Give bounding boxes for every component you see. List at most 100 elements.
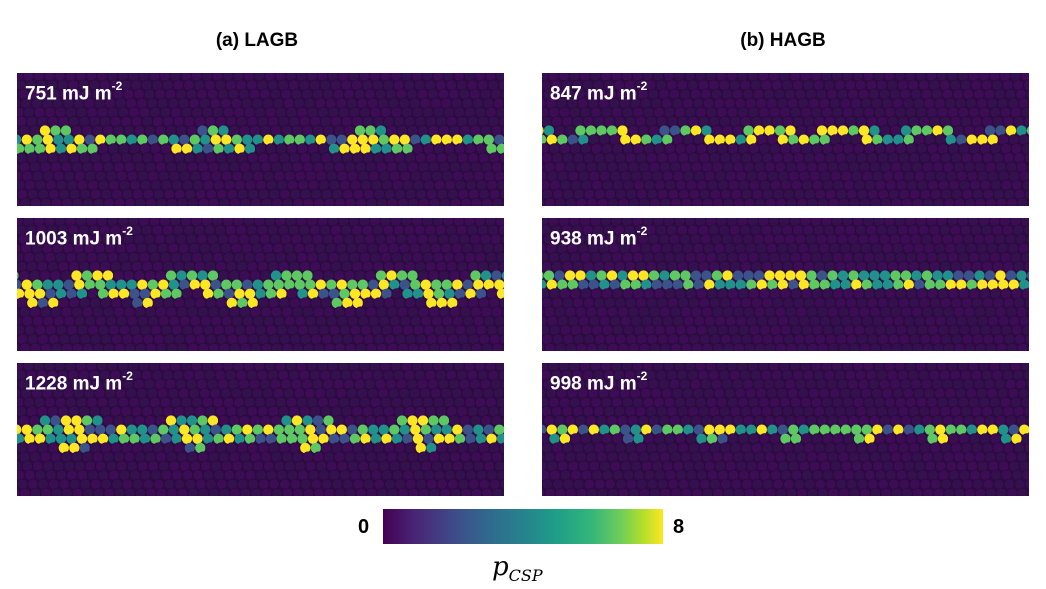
bulk-atom	[813, 260, 825, 272]
bulk-atom	[215, 405, 227, 417]
bulk-atom	[32, 170, 44, 182]
bulk-atom	[857, 88, 869, 100]
bulk-atom	[209, 387, 221, 399]
bulk-atom	[440, 242, 452, 254]
bulk-atom	[390, 106, 402, 118]
bulk-atom	[687, 79, 699, 91]
gb-atom	[454, 433, 466, 444]
bulk-atom	[57, 115, 69, 127]
bulk-atom	[452, 315, 464, 327]
gb-atom	[924, 424, 935, 435]
bulk-atom	[864, 179, 876, 191]
bulk-atom	[1023, 406, 1029, 417]
bulk-atom	[574, 415, 586, 427]
bulk-atom	[886, 79, 898, 91]
gb-atom	[76, 143, 88, 154]
bulk-atom	[42, 460, 54, 472]
gb-atom	[735, 279, 746, 290]
bulk-atom	[128, 251, 140, 263]
bulk-atom	[100, 152, 112, 164]
bulk-atom	[279, 333, 291, 345]
bulk-atom	[824, 297, 836, 309]
bulk-atom	[728, 324, 740, 336]
bulk-atom	[469, 378, 481, 390]
bulk-atom	[18, 415, 30, 427]
bulk-atom	[53, 170, 65, 182]
bulk-atom	[418, 487, 430, 496]
gb-atom	[932, 270, 943, 281]
bulk-atom	[415, 478, 427, 490]
bulk-atom	[197, 451, 209, 463]
gb-atom	[914, 279, 925, 290]
bulk-atom	[758, 106, 770, 118]
bulk-atom	[140, 179, 152, 191]
bulk-atom	[1022, 324, 1029, 336]
bulk-atom	[814, 152, 826, 164]
bulk-atom	[173, 152, 185, 164]
bulk-atom	[391, 469, 403, 481]
bulk-atom	[685, 288, 697, 300]
bulk-atom	[466, 224, 478, 236]
bulk-atom	[620, 315, 632, 327]
bulk-atom	[892, 242, 904, 254]
bulk-atom	[582, 260, 594, 272]
bulk-atom	[548, 396, 560, 408]
gb-atom	[599, 424, 610, 435]
bulk-atom	[341, 115, 353, 127]
bulk-atom	[123, 270, 135, 282]
bulk-atom	[312, 125, 324, 137]
bulk-atom	[353, 378, 365, 390]
bulk-atom	[943, 342, 955, 351]
bulk-atom	[87, 469, 99, 481]
bulk-atom	[861, 315, 873, 327]
bulk-atom	[855, 405, 867, 417]
bulk-atom	[361, 369, 373, 381]
bulk-atom	[900, 415, 912, 427]
bulk-atom	[429, 342, 440, 351]
gb-atom	[924, 279, 935, 290]
bulk-atom	[261, 197, 272, 206]
bulk-atom	[1007, 97, 1019, 109]
bulk-atom	[313, 197, 325, 206]
bulk-atom	[202, 251, 214, 263]
bulk-atom	[643, 251, 655, 263]
bulk-atom	[105, 170, 117, 182]
bulk-atom	[847, 378, 859, 390]
bulk-atom	[817, 197, 829, 206]
bulk-atom	[697, 369, 709, 381]
bulk-atom	[229, 197, 241, 206]
bulk-atom	[468, 188, 480, 200]
bulk-atom	[311, 233, 323, 245]
bulk-atom	[207, 88, 219, 100]
gb-atom	[543, 125, 555, 136]
gb-atom	[381, 143, 392, 154]
bulk-atom	[310, 478, 322, 490]
bulk-atom	[766, 242, 778, 254]
bulk-atom	[1016, 451, 1028, 463]
gb-atom	[911, 125, 922, 136]
bulk-atom	[176, 306, 188, 318]
bulk-atom	[876, 115, 888, 127]
bulk-atom	[79, 152, 91, 164]
bulk-atom	[286, 179, 298, 191]
bulk-atom	[168, 460, 180, 472]
gb-atom	[17, 424, 22, 435]
bulk-atom	[66, 324, 78, 336]
bulk-atom	[957, 106, 969, 118]
energy-label: 751 mJ m-2	[25, 79, 123, 105]
bulk-atom	[203, 179, 215, 191]
bulk-atom	[666, 115, 678, 127]
bulk-atom	[60, 270, 72, 282]
gb-atom	[494, 279, 504, 290]
bulk-atom	[151, 79, 163, 91]
bulk-atom	[75, 251, 87, 263]
bulk-atom	[483, 315, 495, 327]
bulk-atom	[187, 487, 199, 496]
bulk-atom	[149, 251, 161, 263]
bulk-atom	[30, 197, 41, 206]
bulk-atom	[276, 179, 288, 191]
bulk-atom	[549, 288, 560, 300]
bulk-atom	[111, 188, 123, 200]
bulk-atom	[378, 460, 390, 472]
bulk-atom	[252, 460, 264, 472]
